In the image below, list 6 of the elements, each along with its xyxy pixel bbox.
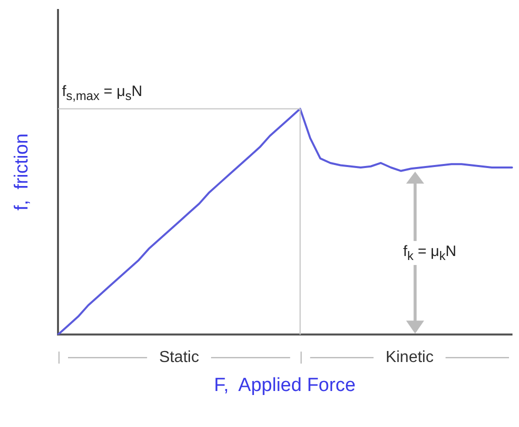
ref-line-label: f$_{s,max}$ = μ$_{s}$N [62, 82, 142, 103]
y-axis-title: f, friction [11, 134, 34, 211]
text: Static [159, 348, 200, 367]
x-axis-title: F, Applied Force [214, 374, 356, 397]
text: Kinetic [386, 348, 434, 367]
annotation: f$_{k}$ = μ$_{k}$N [403, 241, 456, 266]
